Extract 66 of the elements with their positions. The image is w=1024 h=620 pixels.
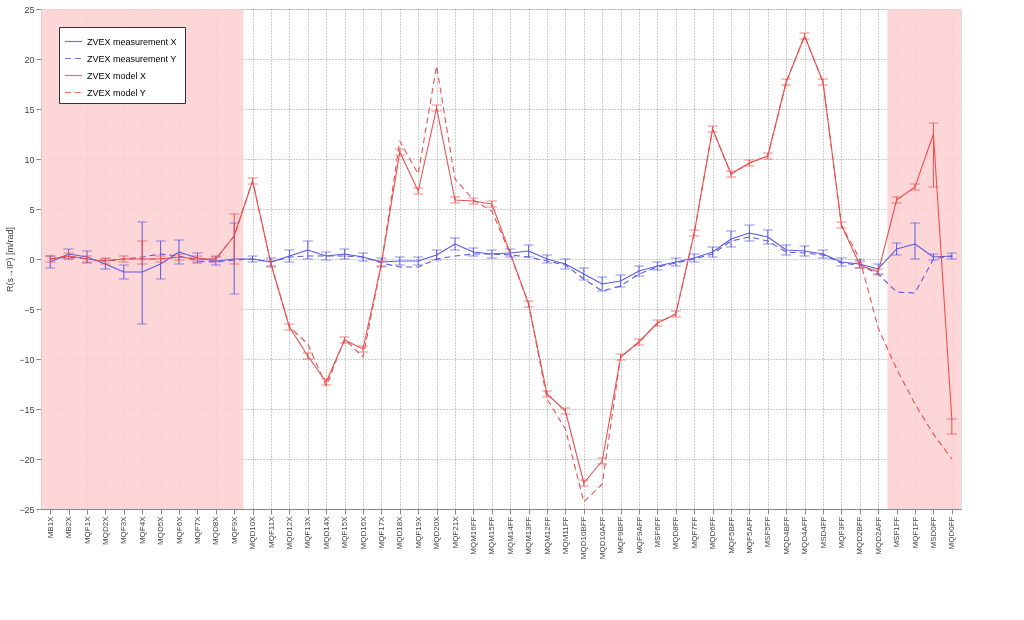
x-tick-label: MQM13FF [524, 516, 534, 555]
y-tick-label: −20 [19, 454, 35, 465]
x-tick-label: MQF5BFF [726, 516, 736, 554]
y-tick-label: −5 [24, 304, 35, 315]
x-tick-label: MQD6FF [708, 516, 718, 550]
x-tick-label: MQD8X [211, 515, 221, 545]
x-tick-label: MQF4X [137, 515, 147, 545]
legend-label: ZVEX measurement X [87, 36, 177, 47]
legend-label: ZVEX model X [87, 70, 147, 81]
x-tick-label: MQD2X [100, 515, 110, 545]
x-tick-label: MQM12FF [542, 516, 552, 555]
x-tick-label: MSD0FF [928, 516, 938, 549]
x-tick-label: MQD20X [432, 515, 442, 550]
x-tick-label: MB1X [45, 515, 55, 539]
x-tick-label: MQF5AFF [744, 516, 754, 554]
y-tick-label: −10 [19, 354, 35, 365]
x-tick-label: MQF9AFF [634, 516, 644, 554]
legend-label: ZVEX measurement Y [87, 53, 177, 64]
x-tick-label: MQF3FF [836, 516, 846, 549]
x-tick-label: MQD2BFF [855, 516, 865, 555]
x-tick-label: MQD2AFF [873, 516, 883, 555]
y-tick-label: 10 [24, 154, 35, 165]
x-tick-label: MQD4BFF [781, 516, 791, 555]
x-tick-label: MQF1X [82, 515, 92, 545]
x-tick-label: MQD0FF [947, 516, 957, 550]
x-tick-label: MQF17X [376, 515, 386, 549]
x-tick-label: MQM11FF [560, 516, 570, 555]
y-tick-label: −15 [19, 404, 35, 415]
x-tick-label: MQF11X [266, 515, 276, 548]
x-tick-label: MQD4AFF [800, 516, 810, 555]
x-tick-label: MQF19X [413, 515, 423, 549]
legend-label: ZVEX model Y [87, 87, 146, 98]
x-tick-label: MQD8FF [671, 516, 681, 550]
x-tick-label: MQF3X [119, 515, 129, 545]
x-tick-label: MQF6X [174, 515, 184, 545]
y-tick-label: 5 [29, 204, 35, 215]
y-tick-label: 0 [29, 254, 35, 265]
x-tick-label: MQF9X [229, 515, 239, 545]
x-tick-label: MQD16X [358, 515, 368, 550]
y-tick-label: −25 [19, 504, 35, 515]
x-tick-label: MQD10BFF [579, 516, 589, 560]
x-tick-label: MSF5FF [763, 516, 773, 548]
x-tick-label: MQM14FF [505, 516, 515, 555]
x-tick-label: MQF1FF [910, 516, 920, 549]
x-tick-label: MQD18X [395, 515, 405, 550]
x-tick-label: MQD10X [248, 515, 258, 550]
y-tick-label: 20 [24, 54, 35, 65]
y-tick-label: 15 [24, 104, 35, 115]
x-tick-label: MQM16FF [468, 516, 478, 555]
y-tick-label: 25 [24, 4, 35, 15]
x-tick-label: MQD10AFF [597, 516, 607, 560]
x-tick-label: MQD5X [156, 515, 166, 545]
x-tick-label: MQF21X [450, 515, 460, 549]
x-tick-label: MSF6FF [652, 516, 662, 548]
x-tick-label: MQF7FF [689, 516, 699, 549]
x-tick-label: MQF15X [340, 515, 350, 549]
x-tick-label: MQF9BFF [616, 516, 626, 554]
x-tick-label: MB2X [64, 515, 74, 539]
x-tick-label: MQF13X [303, 515, 313, 549]
x-tick-label: MQM15FF [487, 516, 497, 555]
x-tick-label: MQF7X [192, 515, 202, 545]
x-tick-label: MSF1FF [892, 516, 902, 548]
x-tick-label: MQD14X [321, 515, 331, 550]
y-axis-title: R(s→IP) [m/rad] [5, 226, 16, 293]
x-tick-label: MSD4FF [818, 516, 828, 549]
x-tick-label: MQD12X [284, 515, 294, 550]
